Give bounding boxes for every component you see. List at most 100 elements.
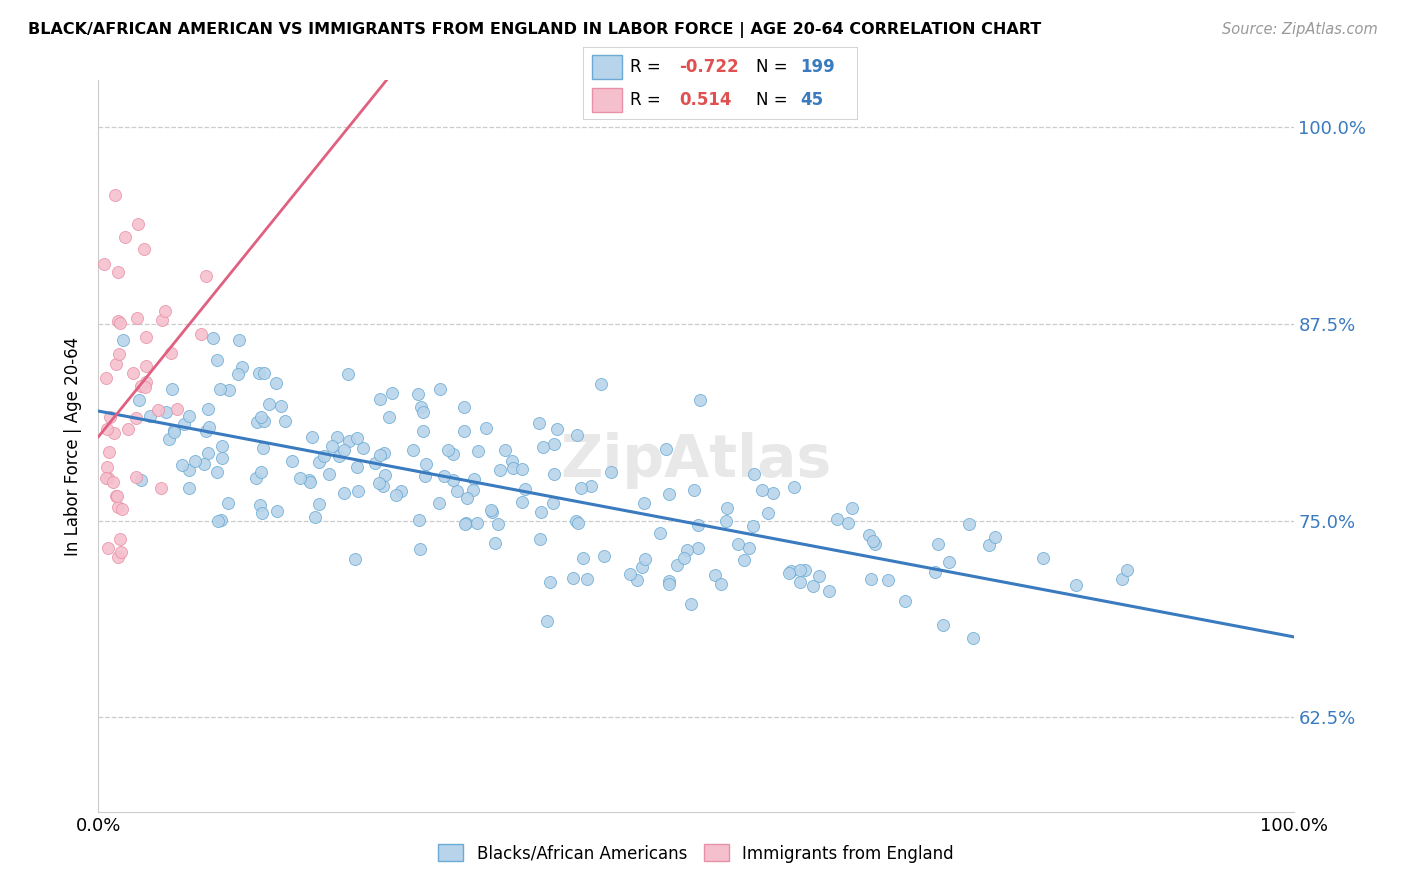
Point: [121, 366, 143, 380]
Point: [207, 514, 229, 528]
Point: [572, 551, 595, 566]
Point: [250, 410, 273, 425]
Point: [841, 500, 863, 515]
Point: [959, 517, 981, 532]
Point: [108, 347, 131, 361]
Point: [246, 415, 269, 429]
Point: [742, 519, 765, 533]
Point: [408, 513, 430, 527]
Point: [368, 448, 391, 462]
Point: [429, 382, 451, 396]
Point: [104, 357, 127, 371]
Point: [321, 439, 343, 453]
Point: [132, 242, 155, 256]
Point: [756, 506, 779, 520]
Point: [217, 496, 239, 510]
Text: R =: R =: [630, 91, 666, 109]
Point: [529, 416, 551, 430]
Point: [211, 451, 233, 466]
Point: [441, 473, 464, 487]
Point: [384, 488, 406, 502]
Point: [533, 441, 555, 455]
Point: [108, 316, 131, 330]
Point: [681, 598, 703, 612]
Point: [332, 486, 354, 500]
Point: [858, 528, 880, 542]
Text: ZipAtlas: ZipAtlas: [561, 432, 831, 489]
Point: [194, 424, 217, 438]
Point: [977, 537, 1000, 551]
Point: [173, 417, 195, 432]
Point: [409, 542, 432, 557]
Point: [716, 501, 738, 516]
Point: [454, 517, 477, 532]
Point: [184, 454, 207, 468]
Text: Source: ZipAtlas.com: Source: ZipAtlas.com: [1222, 22, 1378, 37]
Point: [170, 458, 193, 472]
Point: [367, 476, 389, 491]
Text: N =: N =: [756, 91, 793, 109]
Point: [751, 483, 773, 497]
Point: [104, 188, 127, 202]
Point: [501, 454, 523, 468]
Point: [117, 422, 139, 436]
Point: [194, 269, 217, 284]
Point: [381, 385, 404, 400]
Point: [127, 310, 149, 325]
Point: [1111, 572, 1133, 586]
Point: [530, 505, 553, 519]
Point: [318, 467, 340, 481]
Point: [96, 422, 118, 436]
Y-axis label: In Labor Force | Age 20-64: In Labor Force | Age 20-64: [65, 336, 83, 556]
Point: [364, 456, 387, 470]
Point: [789, 574, 811, 589]
Point: [326, 430, 349, 444]
Point: [252, 441, 274, 455]
Point: [111, 501, 134, 516]
Point: [689, 392, 711, 407]
Text: R =: R =: [630, 58, 666, 76]
Point: [179, 409, 201, 424]
Point: [413, 469, 436, 483]
Point: [446, 483, 468, 498]
Point: [328, 450, 350, 464]
Point: [150, 313, 173, 327]
Point: [209, 513, 232, 527]
Point: [808, 569, 831, 583]
Point: [581, 479, 603, 493]
Point: [465, 516, 488, 530]
Point: [676, 543, 699, 558]
Point: [252, 507, 274, 521]
Point: [876, 574, 898, 588]
Point: [270, 399, 292, 413]
Point: [494, 442, 516, 457]
Point: [198, 419, 221, 434]
Point: [538, 575, 561, 590]
Point: [463, 472, 485, 486]
Point: [433, 468, 456, 483]
Point: [94, 471, 117, 485]
Point: [456, 516, 478, 531]
Point: [600, 465, 623, 479]
Point: [104, 490, 127, 504]
Point: [569, 482, 592, 496]
Point: [135, 375, 157, 389]
Point: [378, 410, 401, 425]
Point: [129, 378, 152, 392]
Point: [125, 470, 148, 484]
Point: [837, 516, 859, 530]
Point: [308, 497, 330, 511]
Point: [780, 564, 803, 578]
FancyBboxPatch shape: [583, 47, 858, 120]
Point: [208, 382, 231, 396]
Point: [761, 486, 783, 500]
Point: [673, 551, 696, 566]
Point: [266, 376, 288, 390]
Point: [818, 584, 841, 599]
Point: [226, 367, 249, 381]
Point: [543, 436, 565, 450]
Point: [139, 409, 162, 423]
Point: [658, 487, 681, 501]
Point: [658, 577, 681, 591]
Point: [924, 565, 946, 579]
